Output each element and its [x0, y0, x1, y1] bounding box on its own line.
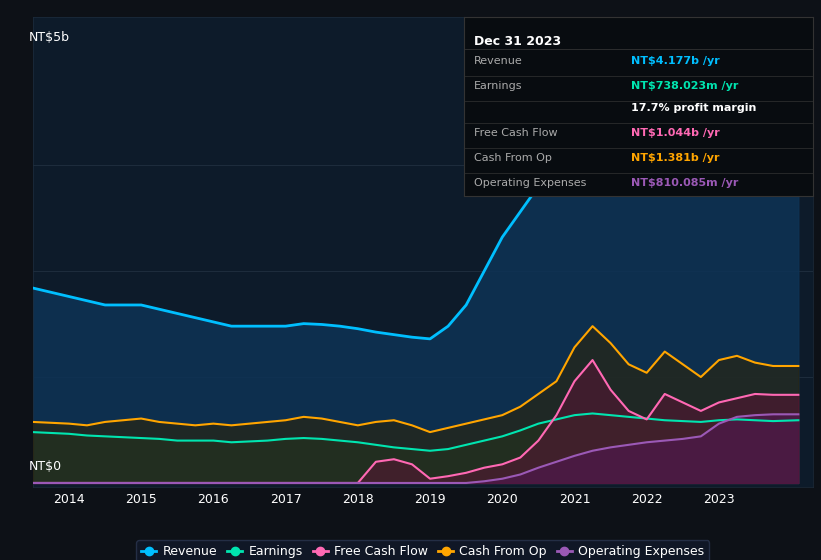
Text: Earnings: Earnings [475, 81, 523, 91]
Text: 17.7% profit margin: 17.7% profit margin [631, 103, 757, 113]
Text: NT$810.085m /yr: NT$810.085m /yr [631, 178, 739, 188]
Text: Operating Expenses: Operating Expenses [475, 178, 587, 188]
Text: NT$1.381b /yr: NT$1.381b /yr [631, 153, 720, 163]
Text: Dec 31 2023: Dec 31 2023 [475, 35, 562, 48]
Text: NT$738.023m /yr: NT$738.023m /yr [631, 81, 739, 91]
Legend: Revenue, Earnings, Free Cash Flow, Cash From Op, Operating Expenses: Revenue, Earnings, Free Cash Flow, Cash … [136, 540, 709, 560]
Text: Free Cash Flow: Free Cash Flow [475, 128, 558, 138]
Text: Revenue: Revenue [475, 56, 523, 66]
Text: NT$0: NT$0 [29, 460, 62, 473]
Text: NT$4.177b /yr: NT$4.177b /yr [631, 56, 720, 66]
Text: NT$1.044b /yr: NT$1.044b /yr [631, 128, 720, 138]
Text: Cash From Op: Cash From Op [475, 153, 553, 163]
Text: NT$5b: NT$5b [29, 31, 70, 44]
